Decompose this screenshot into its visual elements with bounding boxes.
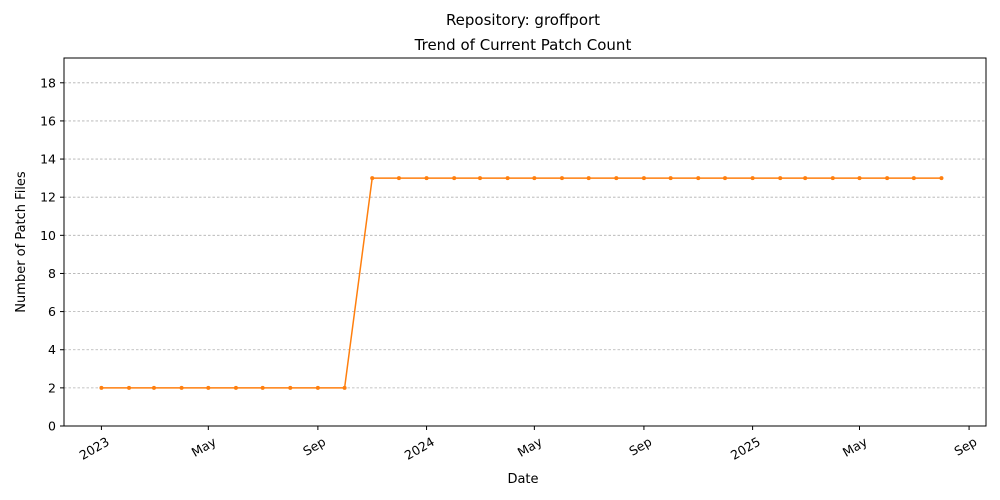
data-point — [614, 176, 619, 181]
data-point — [857, 176, 862, 181]
data-point — [830, 176, 835, 181]
x-axis: 2023 May Sep 2024 May Sep 2025 May Sep — [77, 426, 979, 463]
x-tick-label: Sep — [951, 434, 979, 459]
data-point — [641, 176, 646, 181]
data-point — [452, 176, 457, 181]
data-point — [722, 176, 727, 181]
y-tick-label: 12 — [40, 190, 56, 205]
x-tick-label: 2023 — [77, 434, 112, 463]
data-point — [396, 176, 401, 181]
data-point — [559, 176, 564, 181]
data-point — [233, 385, 238, 390]
y-tick-label: 8 — [48, 266, 56, 281]
data-point — [885, 176, 890, 181]
x-tick-label: Sep — [300, 434, 328, 459]
series-line — [101, 177, 942, 389]
x-tick-label: May — [840, 434, 870, 460]
data-point — [939, 176, 944, 181]
y-tick-label: 0 — [48, 419, 56, 434]
data-point — [288, 385, 293, 390]
data-point — [151, 385, 156, 390]
data-point — [803, 176, 808, 181]
data-point — [206, 385, 211, 390]
x-axis-label: Date — [507, 472, 538, 487]
y-tick-label: 18 — [40, 75, 56, 90]
data-point — [478, 176, 483, 181]
data-point — [342, 385, 347, 390]
data-point — [750, 176, 755, 181]
y-tick-label: 6 — [48, 304, 56, 319]
series-layer — [99, 176, 944, 390]
x-tick-label: 2024 — [402, 434, 437, 463]
grid-lines — [64, 82, 986, 389]
x-tick-label: May — [515, 434, 545, 460]
x-tick-label: May — [189, 434, 219, 460]
y-tick-label: 2 — [48, 380, 56, 395]
chart-title: Repository: groffport — [446, 11, 600, 29]
x-tick-label: Sep — [626, 434, 654, 459]
y-tick-label: 14 — [40, 152, 56, 167]
data-point — [586, 176, 591, 181]
data-point — [778, 176, 783, 181]
data-point — [668, 176, 673, 181]
x-tick-label: 2025 — [728, 434, 763, 463]
data-point — [911, 176, 916, 181]
data-point — [99, 385, 104, 390]
y-axis: 0 2 4 6 8 10 12 14 16 18 — [40, 75, 64, 434]
data-point — [260, 385, 265, 390]
data-point — [179, 385, 184, 390]
data-point — [505, 176, 510, 181]
chart-subtitle: Trend of Current Patch Count — [414, 36, 632, 54]
data-point — [315, 385, 320, 390]
data-point — [424, 176, 429, 181]
y-tick-label: 10 — [40, 228, 56, 243]
plot-frame — [63, 57, 987, 427]
y-tick-label: 4 — [48, 342, 56, 357]
data-point — [127, 385, 132, 390]
y-tick-label: 16 — [40, 113, 56, 128]
y-axis-label: Number of Patch Files — [14, 171, 29, 313]
data-point — [532, 176, 537, 181]
data-point — [696, 176, 701, 181]
data-point — [370, 176, 375, 181]
